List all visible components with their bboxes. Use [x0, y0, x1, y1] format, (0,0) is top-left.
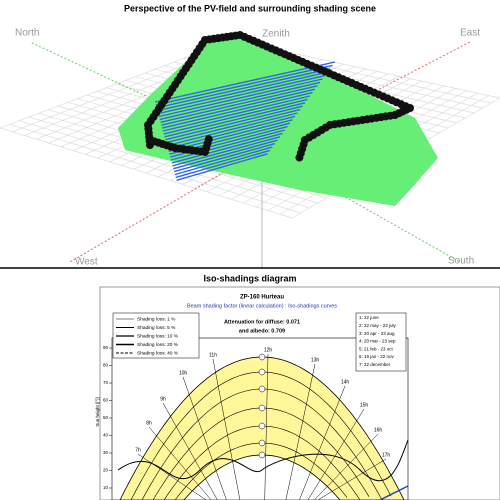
pv-row — [175, 149, 271, 179]
hour-line — [162, 402, 218, 500]
scene-title: Perspective of the PV-field and surround… — [124, 3, 376, 13]
y-tick-label: 90 — [103, 345, 109, 350]
shade-object — [204, 135, 213, 144]
legend-entry: Shading loss: 5 % — [137, 325, 176, 331]
date-marker — [258, 385, 266, 393]
hour-label: 13h — [311, 357, 320, 363]
date-entry: 2: 22 may - 23 july — [359, 323, 397, 328]
y-tick-label: 50 — [103, 415, 109, 420]
date-marker — [258, 439, 266, 447]
hour-label: 15h — [360, 402, 369, 408]
hour-line — [212, 358, 241, 500]
pv-row — [174, 146, 273, 176]
iso-shadings: ZP-160 Hurteau Beam shading factor (linea… — [95, 286, 500, 500]
hour-label: 8h — [146, 420, 152, 426]
axis-south: South — [448, 256, 474, 267]
axis-east: East — [460, 28, 480, 39]
hour-label: 9h — [160, 396, 166, 402]
pv-row — [166, 108, 301, 144]
hour-label: 11h — [209, 352, 217, 358]
hour-label: 12h — [264, 347, 273, 353]
hour-line — [148, 426, 212, 500]
pv-row — [173, 139, 278, 170]
pv-row — [158, 78, 323, 118]
legend-entry: Shading loss: 10 % — [137, 333, 179, 339]
pv-row — [157, 71, 328, 112]
legend-entry: Shading loss: 20 % — [137, 342, 179, 348]
shading-curve — [117, 439, 409, 482]
date-entry: 6: 19 jan - 22 nov — [359, 354, 395, 359]
hour-line — [314, 433, 379, 500]
date-entry: 3: 20 apr - 23 aug — [359, 331, 395, 336]
y-tick-label: 20 — [103, 468, 109, 473]
diagram-title: Iso-shadings diagram — [203, 273, 296, 283]
pv-row — [158, 74, 326, 115]
hour-line — [307, 408, 365, 500]
pv-row — [162, 91, 313, 129]
axis-west: West — [75, 257, 98, 268]
pv-row — [163, 98, 308, 135]
legend-entry: Shading loss: 40 % — [137, 350, 179, 356]
date-marker — [258, 368, 266, 376]
hour-label: 10h — [179, 370, 188, 376]
pv-row — [172, 136, 281, 167]
hour-label: 17h — [382, 452, 391, 458]
hour-line — [182, 376, 227, 500]
hour-line — [317, 458, 387, 500]
pv-row — [167, 115, 296, 150]
date-marker — [258, 451, 266, 459]
y-tick-label: 80 — [103, 363, 109, 368]
hour-line — [137, 453, 207, 500]
y-tick-label: 10 — [103, 485, 109, 490]
subtitle: ZP-160 Hurteau — [240, 295, 284, 301]
pv-row — [155, 64, 333, 106]
date-marker — [258, 353, 266, 361]
pv-row — [162, 95, 311, 132]
hour-label: 16h — [374, 427, 383, 433]
pv-row — [161, 88, 316, 126]
y-axis-label: Sun height [[°]] — [95, 397, 100, 427]
pv-row — [171, 132, 283, 164]
hour-label: 7h — [135, 447, 141, 453]
caption: Beam shading factor (linear calculation)… — [187, 303, 337, 309]
pv-row — [164, 102, 306, 138]
pv-row — [160, 85, 318, 123]
pv-row — [176, 153, 268, 181]
y-tick-label: 40 — [103, 433, 109, 438]
shade-object — [295, 153, 304, 162]
y-tick-label: 70 — [103, 380, 109, 385]
legend-entry: Shading loss: 1 % — [137, 316, 176, 322]
date-entry: 1: 22 june — [359, 315, 379, 320]
y-tick-label: 30 — [103, 450, 109, 455]
attenuation: and albedo: 0.709 — [239, 328, 285, 334]
date-marker — [258, 404, 266, 412]
pv-row — [166, 112, 298, 147]
hour-line — [285, 363, 316, 500]
date-entry: 7: 22 december — [359, 362, 391, 367]
axis-zenith: Zenith — [262, 29, 290, 40]
pv-row — [170, 129, 286, 161]
pv-row — [156, 68, 331, 109]
axis-north: North — [15, 28, 39, 39]
hour-label: 14h — [341, 379, 350, 385]
date-entry: 4: 20 mar - 23 sep — [359, 339, 396, 344]
north-axis — [29, 41, 263, 151]
y-tick-label: 60 — [103, 398, 109, 403]
pv-row — [154, 61, 336, 103]
horizon — [379, 485, 409, 500]
pv-row — [165, 105, 303, 141]
attenuation: Attenuation for diffuse: 0.071 — [224, 319, 300, 325]
hour-line — [264, 353, 269, 500]
scene — [0, 31, 500, 268]
date-entry: 5: 21 feb - 23 oct — [359, 346, 394, 351]
hour-line — [299, 385, 346, 500]
pv-row — [174, 142, 276, 173]
dates-box — [355, 312, 407, 372]
pv-row — [159, 81, 321, 121]
date-marker — [258, 422, 266, 430]
